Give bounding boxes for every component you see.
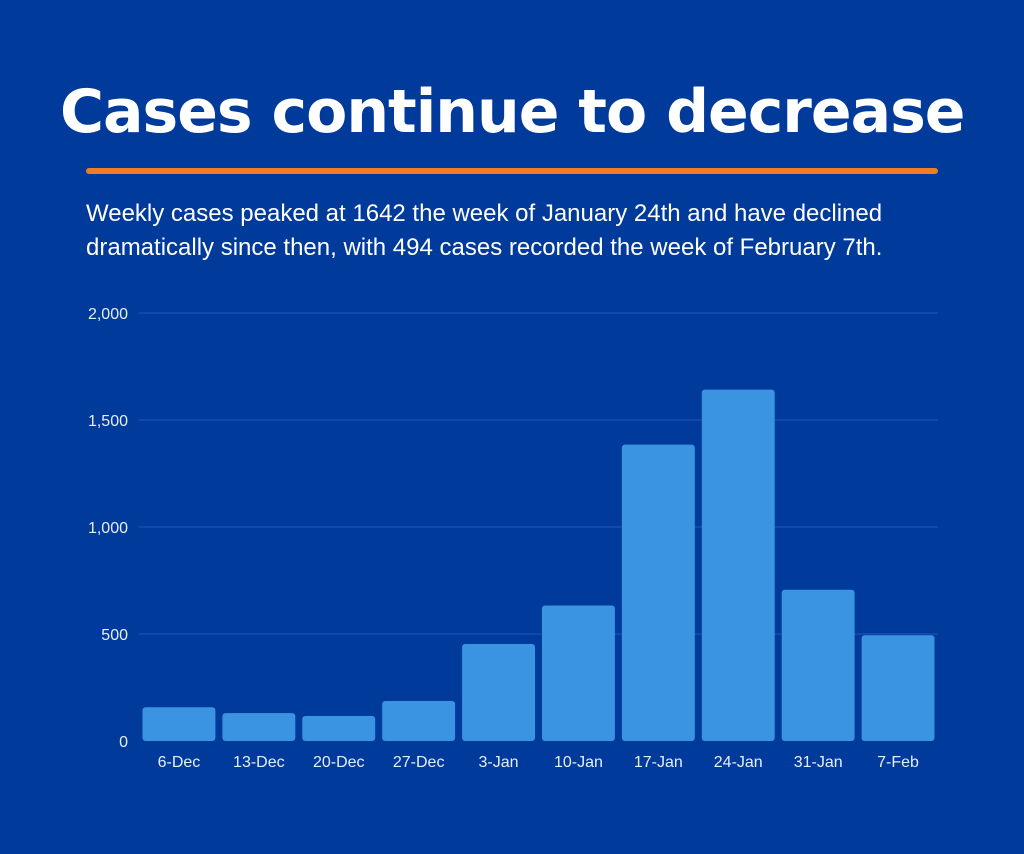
bars — [142, 389, 935, 741]
x-tick-label: 13-Dec — [233, 754, 285, 771]
y-tick-label: 1,000 — [88, 520, 128, 537]
x-tick-label: 6-Dec — [158, 754, 201, 771]
x-tick-label: 24-Jan — [714, 754, 763, 771]
y-tick-label: 1,500 — [88, 413, 128, 430]
bar-20-dec — [302, 715, 376, 741]
bar-3-jan — [462, 644, 535, 741]
bar-27-dec — [382, 700, 456, 741]
y-tick-label: 2,000 — [88, 306, 128, 323]
x-tick-label: 10-Jan — [554, 754, 603, 771]
bar-17-jan — [621, 444, 695, 741]
x-tick-label: 27-Dec — [393, 754, 445, 771]
x-tick-label: 31-Jan — [794, 754, 843, 771]
page-title: Cases continue to decrease — [60, 77, 965, 147]
bar-31-jan — [781, 589, 855, 741]
summary-text: Weekly cases peaked at 1642 the week of … — [86, 200, 883, 261]
bar-7-feb — [861, 635, 935, 741]
x-tick-label: 7-Feb — [877, 754, 919, 771]
bar-13-dec — [222, 713, 296, 741]
y-tick-label: 0 — [119, 734, 128, 751]
y-tick-label: 500 — [101, 627, 128, 644]
gridlines — [139, 312, 938, 635]
x-tick-label: 3-Jan — [479, 754, 519, 771]
title-divider — [86, 168, 938, 174]
y-axis-ticks: 0 500 1,000 1,500 2,000 — [88, 306, 128, 751]
x-axis-ticks: 6-Dec 13-Dec 20-Dec 27-Dec 3-Jan 10-Jan 17-Jan… — [158, 754, 919, 771]
bar-10-jan — [542, 605, 615, 741]
x-tick-label: 17-Jan — [634, 754, 683, 771]
x-tick-label: 20-Dec — [313, 754, 365, 771]
bar-24-jan — [701, 389, 775, 741]
bar-6-dec — [142, 707, 216, 741]
